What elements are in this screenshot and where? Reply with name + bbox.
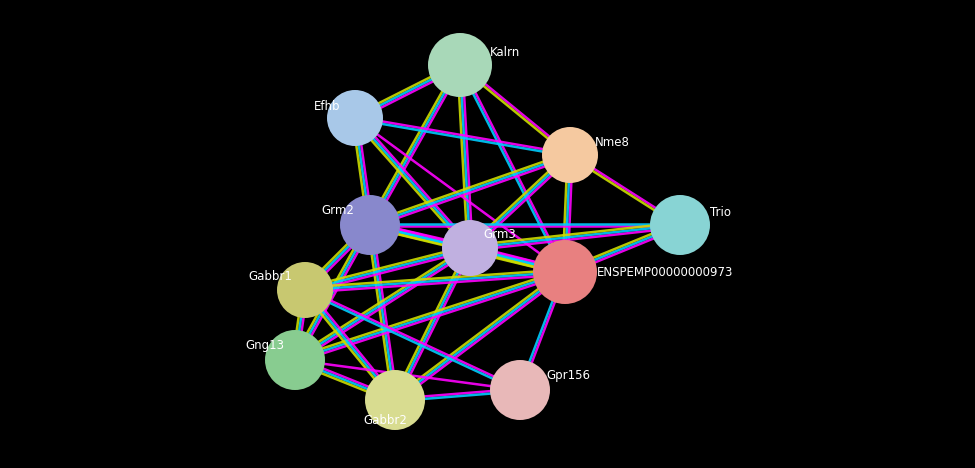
Circle shape xyxy=(442,220,498,276)
Circle shape xyxy=(490,360,550,420)
Circle shape xyxy=(277,262,333,318)
Text: Gabbr1: Gabbr1 xyxy=(248,270,292,283)
Circle shape xyxy=(327,90,383,146)
Text: Nme8: Nme8 xyxy=(595,137,630,149)
Text: Gpr156: Gpr156 xyxy=(546,370,590,382)
Circle shape xyxy=(533,240,597,304)
Circle shape xyxy=(340,195,400,255)
Text: Grm2: Grm2 xyxy=(322,205,355,218)
Text: Gng13: Gng13 xyxy=(246,339,285,352)
Text: Trio: Trio xyxy=(710,206,730,219)
Text: Efhb: Efhb xyxy=(314,100,340,112)
Circle shape xyxy=(650,195,710,255)
Text: ENSPEMP00000000973: ENSPEMP00000000973 xyxy=(597,265,733,278)
Circle shape xyxy=(365,370,425,430)
Text: Grm3: Grm3 xyxy=(484,227,517,241)
Circle shape xyxy=(542,127,598,183)
Text: Kalrn: Kalrn xyxy=(489,46,520,59)
Circle shape xyxy=(428,33,492,97)
Text: Gabbr2: Gabbr2 xyxy=(363,414,407,426)
Circle shape xyxy=(265,330,325,390)
